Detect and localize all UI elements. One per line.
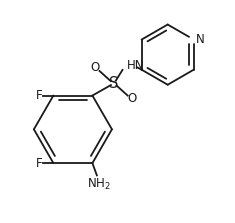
Text: NH$_2$: NH$_2$: [87, 177, 111, 192]
Text: F: F: [36, 89, 42, 102]
Text: O: O: [90, 61, 100, 74]
Text: S: S: [109, 76, 118, 91]
Text: F: F: [36, 157, 42, 170]
Text: N: N: [196, 33, 205, 46]
Text: O: O: [127, 92, 137, 105]
Text: HN: HN: [127, 59, 145, 72]
